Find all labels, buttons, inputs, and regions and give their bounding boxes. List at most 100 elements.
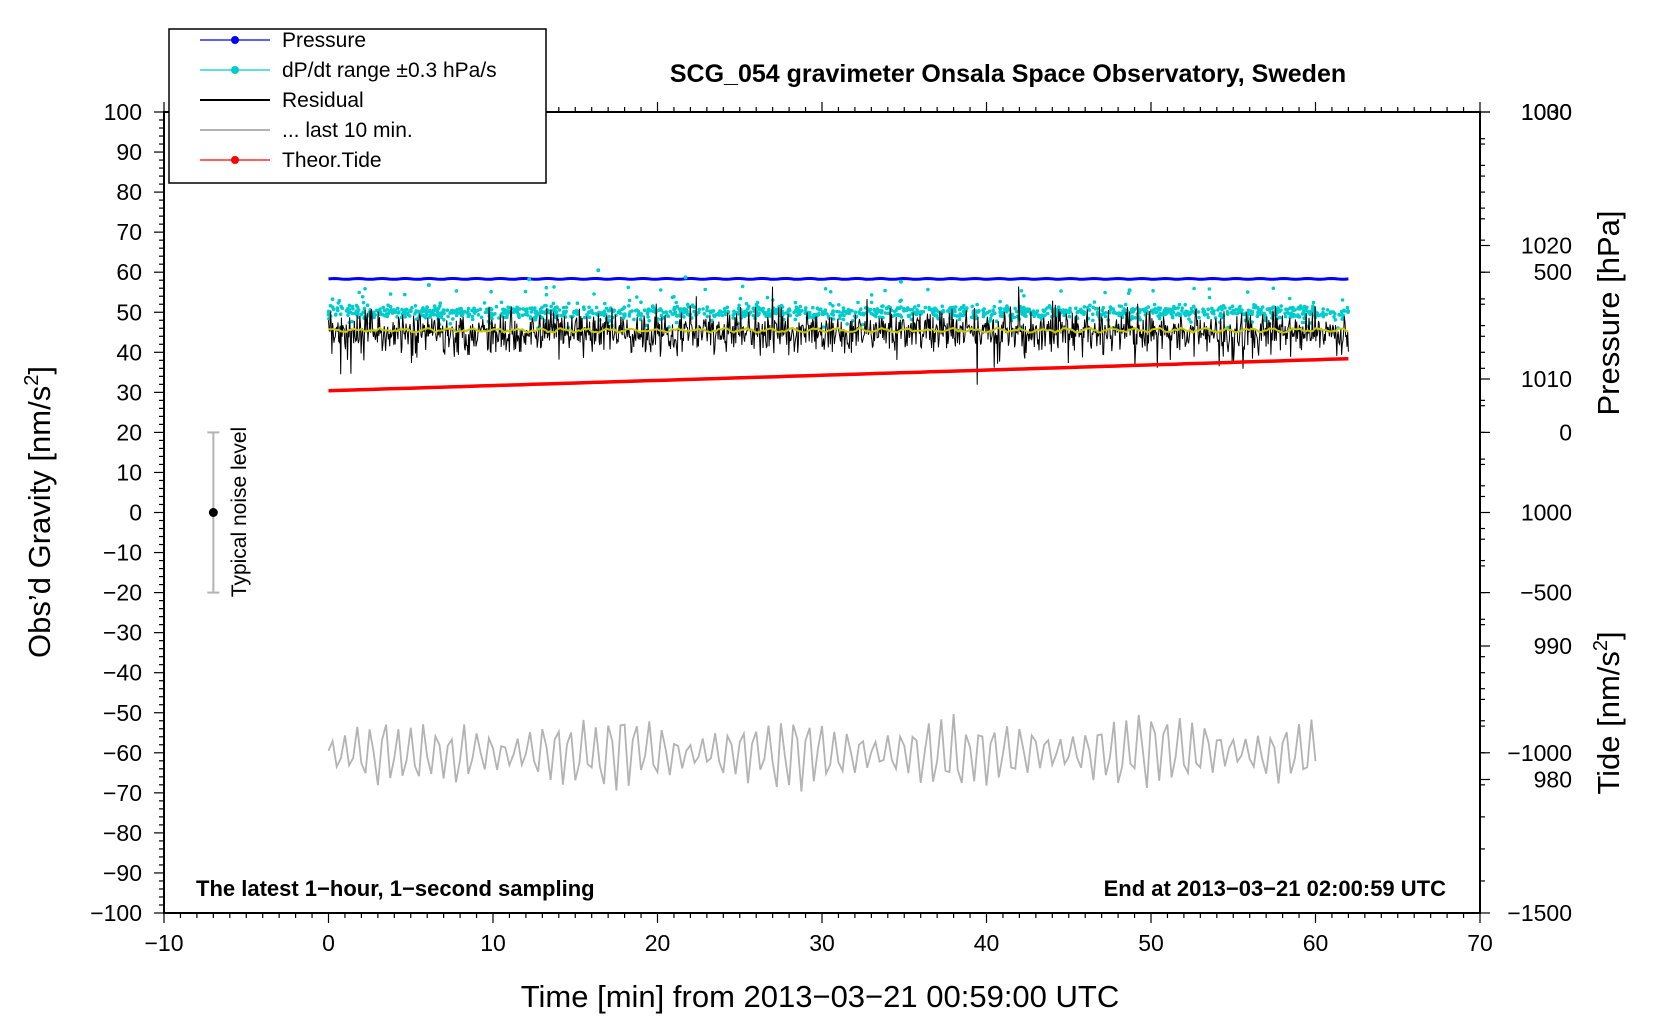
dpdt-point	[712, 313, 716, 318]
x-tick-label: 70	[1467, 930, 1493, 956]
dpdt-point	[994, 319, 999, 324]
y-axis-title-tide: Tide [nm/s2]	[1590, 631, 1626, 794]
dpdt-point	[1133, 316, 1138, 320]
dpdt-point	[636, 313, 640, 318]
dpdt-point	[685, 302, 690, 307]
dpdt-point	[1300, 320, 1305, 325]
dpdt-point	[916, 303, 921, 308]
dpdt-point	[1192, 304, 1196, 309]
dpdt-point	[326, 310, 331, 314]
dpdt-point	[544, 292, 549, 297]
dpdt-point	[646, 307, 651, 312]
y-axis-title-pressure: Pressure [hPa]	[1591, 210, 1626, 415]
dpdt-point	[1126, 291, 1131, 296]
dpdt-point	[1035, 309, 1040, 313]
dpdt-point	[435, 312, 439, 317]
note-end-time: End at 2013−03−21 02:00:59 UTC	[1104, 876, 1447, 901]
dpdt-point	[1271, 286, 1276, 291]
dpdt-point	[719, 310, 724, 314]
dpdt-point	[682, 307, 686, 311]
dpdt-point	[1315, 311, 1320, 315]
dpdt-point	[798, 309, 803, 314]
dpdt-point	[338, 312, 343, 317]
dpdt-point	[804, 306, 808, 310]
dpdt-point	[365, 303, 370, 308]
y-tick-label: −60	[103, 740, 142, 766]
dpdt-point	[1064, 309, 1069, 313]
legend-entry: ... last 10 min.	[200, 119, 413, 142]
dpdt-point	[1255, 305, 1260, 310]
dpdt-point	[407, 314, 412, 318]
dpdt-point	[470, 314, 475, 319]
dpdt-point	[331, 307, 336, 312]
dpdt-point	[857, 311, 862, 316]
dpdt-point	[1157, 314, 1162, 319]
last-10-min-line	[327, 713, 1317, 792]
dpdt-point	[837, 310, 841, 314]
y-tick-label: −10	[103, 540, 142, 566]
dpdt-point	[1321, 307, 1325, 311]
dpdt-point	[1245, 290, 1250, 294]
dpdt-point	[1302, 304, 1307, 309]
dpdt-point	[1207, 295, 1212, 300]
dpdt-point	[549, 304, 553, 309]
dpdt-point	[355, 313, 359, 317]
dpdt-point	[361, 300, 366, 305]
y-axis-title-left-end: ]	[22, 366, 57, 375]
dpdt-point	[952, 305, 957, 310]
dpdt-point	[981, 308, 985, 313]
dpdt-point	[1206, 315, 1210, 320]
dpdt-point	[340, 306, 345, 311]
dpdt-point	[999, 311, 1003, 315]
dpdt-point	[491, 313, 495, 317]
dpdt-point	[898, 299, 902, 304]
dpdt-point	[527, 277, 532, 282]
dpdt-point	[823, 287, 828, 291]
dpdt-point	[664, 310, 668, 314]
dpdt-point	[409, 309, 413, 314]
dpdt-point	[452, 309, 456, 313]
dpdt-point	[907, 314, 911, 319]
dpdt-point	[435, 309, 440, 314]
dpdt-point	[878, 309, 882, 314]
dpdt-point	[1091, 312, 1095, 317]
dpdt-point	[451, 317, 455, 321]
dpdt-point	[400, 307, 404, 312]
dpdt-point	[553, 306, 558, 310]
dpdt-point	[737, 303, 741, 308]
dpdt-point	[1234, 307, 1238, 312]
dpdt-point	[383, 308, 388, 313]
dpdt-point	[931, 311, 935, 315]
dpdt-point	[842, 313, 846, 318]
dpdt-point	[1333, 312, 1337, 316]
dpdt-point	[1010, 312, 1015, 317]
y-tick-label: 20	[116, 419, 142, 445]
dpdt-point	[1076, 309, 1081, 314]
series-layer	[326, 268, 1351, 792]
dpdt-point	[1196, 310, 1201, 314]
dpdt-point	[626, 285, 631, 290]
dpdt-point	[1333, 318, 1338, 322]
dpdt-point	[1300, 312, 1305, 316]
dpdt-point	[1283, 311, 1287, 316]
dpdt-point	[581, 305, 586, 310]
dpdt-point	[472, 306, 476, 311]
dpdt-point	[582, 315, 587, 320]
dpdt-point	[1103, 290, 1107, 295]
dpdt-point	[426, 283, 431, 288]
dpdt-point	[542, 304, 547, 308]
dpdt-point	[744, 301, 749, 306]
dpdt-point	[850, 319, 855, 323]
y-tick-label: 70	[116, 219, 142, 245]
dpdt-point	[533, 309, 538, 314]
dpdt-point	[448, 321, 453, 326]
dpdt-point	[665, 312, 669, 317]
dpdt-point	[594, 305, 599, 310]
dpdt-point	[1345, 305, 1350, 310]
dpdt-point	[454, 313, 459, 318]
dpdt-point	[551, 301, 556, 306]
legend-label: Pressure	[282, 29, 366, 52]
x-tick-label: 10	[480, 930, 506, 956]
dpdt-point	[512, 310, 516, 314]
tide-tick-label: −500	[1520, 580, 1572, 606]
